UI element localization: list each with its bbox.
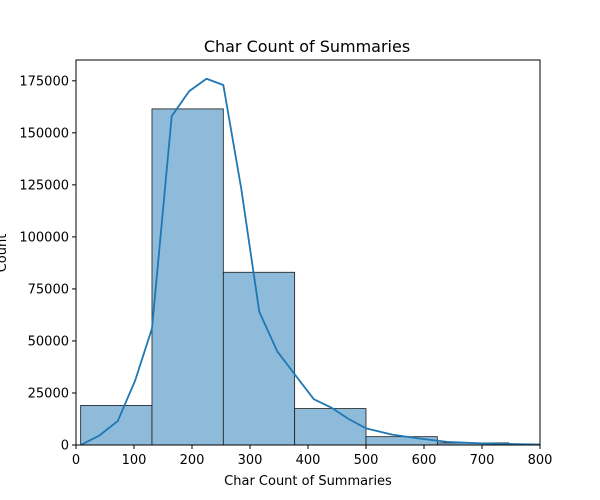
y-tick-label-7: 175000 <box>19 74 69 89</box>
y-tick-label-1: 25000 <box>28 386 69 401</box>
histogram-bar-1 <box>151 108 224 446</box>
axes-layer: 0 100 200 300 400 500 600 700 800 0 25000 50000 7500… <box>19 59 553 468</box>
histogram-bar-4 <box>365 436 438 446</box>
y-tick-label-0: 0 <box>61 439 69 454</box>
x-tick-label-7: 700 <box>470 453 495 468</box>
plot-frame <box>75 59 541 446</box>
y-tick-label-4: 100000 <box>19 230 69 245</box>
x-tick-label-3: 300 <box>238 453 263 468</box>
kde-layer <box>80 77 541 446</box>
y-tick-label-2: 50000 <box>28 334 69 349</box>
x-tick-label-6: 600 <box>412 453 437 468</box>
x-tick-label-8: 800 <box>528 453 553 468</box>
histogram-bar-3 <box>294 408 367 446</box>
x-tick-label-2: 200 <box>180 453 205 468</box>
y-tick-label-5: 125000 <box>19 178 69 193</box>
x-tick-label-1: 100 <box>122 453 147 468</box>
x-tick-label-5: 500 <box>354 453 379 468</box>
chart-title: Char Count of Summaries <box>204 37 410 56</box>
x-tick-label-0: 0 <box>72 453 80 468</box>
y-axis-label: Count <box>0 234 10 273</box>
y-tick-label-3: 75000 <box>28 282 69 297</box>
x-axis-label: Char Count of Summaries <box>224 474 392 489</box>
histogram-bar-2 <box>222 271 296 446</box>
x-tick-label-4: 400 <box>296 453 321 468</box>
kde-line <box>80 77 541 446</box>
y-tick-label-6: 150000 <box>19 126 69 141</box>
